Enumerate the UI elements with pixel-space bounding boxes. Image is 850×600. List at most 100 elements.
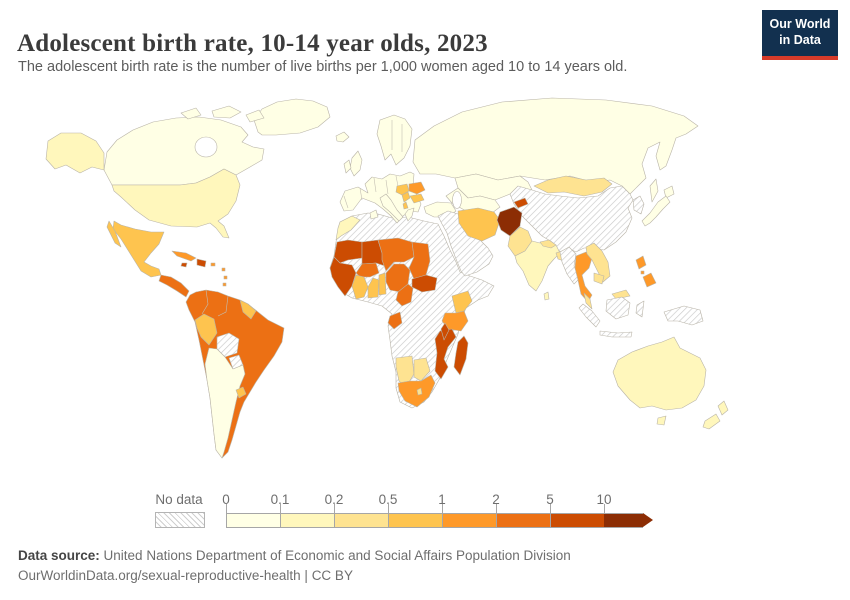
country-new-zealand-north[interactable] (717, 400, 729, 416)
country-romania[interactable] (408, 181, 426, 195)
country-canada-arctic-2[interactable] (245, 109, 265, 123)
country-malaysia[interactable] (583, 292, 593, 310)
legend-tick-mark (388, 504, 389, 513)
page-title: Adolescent birth rate, 10-14 year olds, … (17, 29, 488, 57)
country-indonesia-sulawesi[interactable] (635, 300, 645, 318)
country-australia-tasmania[interactable] (656, 415, 667, 426)
country-benin[interactable] (378, 272, 387, 296)
country-senegal[interactable] (329, 256, 357, 297)
country-philippines-mindanao[interactable] (642, 272, 657, 288)
legend-bin-7[interactable] (604, 513, 643, 528)
country-thailand[interactable] (574, 251, 593, 303)
country-kenya[interactable] (451, 290, 473, 314)
country-greenland[interactable] (253, 98, 331, 136)
country-canada-arctic-3[interactable] (180, 107, 202, 120)
legend-bin-6[interactable] (550, 513, 605, 528)
country-cuba[interactable] (171, 250, 197, 262)
country-niger[interactable] (377, 237, 415, 272)
legend-tick-label-0: 0 (222, 492, 230, 507)
owid-logo-line1: Our World (769, 17, 831, 31)
country-mongolia[interactable] (533, 175, 613, 197)
country-ireland[interactable] (343, 159, 352, 174)
country-indonesia-java[interactable] (599, 330, 633, 338)
attribution-separator: | (304, 568, 308, 583)
country-russia-sakhalin[interactable] (649, 178, 659, 203)
country-indonesia-sumatra[interactable] (578, 303, 601, 328)
country-philippines-visayas[interactable] (640, 270, 645, 275)
country-malaysia-borneo[interactable] (611, 289, 631, 300)
owid-logo-line2: in Data (779, 33, 821, 48)
country-greece[interactable] (404, 207, 415, 222)
country-jamaica[interactable] (180, 262, 188, 268)
data-source-line: Data source: United Nations Department o… (18, 548, 571, 563)
country-argentina[interactable] (204, 347, 246, 459)
legend-bin-4[interactable] (442, 513, 497, 528)
legend-bin-2[interactable] (334, 513, 389, 528)
internal-borders (201, 120, 403, 317)
legend-no-data-label: No data (155, 492, 203, 507)
country-mexico-baja[interactable] (106, 220, 122, 248)
legend-no-data-swatch[interactable] (155, 512, 205, 528)
country-norway[interactable] (376, 114, 413, 166)
legend-bin-1[interactable] (280, 513, 335, 528)
legend-color-bar (226, 513, 653, 528)
country-haiti[interactable] (196, 258, 207, 268)
country-tunisia[interactable] (369, 209, 379, 220)
country-united-states[interactable] (111, 168, 241, 239)
country-tajikistan[interactable] (513, 197, 529, 209)
country-madagascar[interactable] (453, 335, 469, 376)
country-canada-arctic-1[interactable] (211, 105, 242, 119)
owid-url-link[interactable]: OurWorldinData.org/sexual-reproductive-h… (18, 568, 301, 583)
country-lesser-antilles[interactable] (221, 267, 228, 287)
country-cameroon[interactable] (395, 283, 414, 307)
country-philippines-luzon[interactable] (635, 255, 647, 270)
country-gabon[interactable] (387, 311, 403, 330)
country-united-kingdom[interactable] (349, 150, 363, 177)
country-peru[interactable] (194, 313, 218, 346)
country-bulgaria[interactable] (409, 193, 425, 204)
country-alaska[interactable] (45, 132, 105, 174)
country-japan-hokkaido[interactable] (663, 185, 675, 199)
legend-tick-mark (496, 504, 497, 513)
data-source-label: Data source: (18, 548, 100, 563)
hudson-bay (194, 136, 218, 158)
legend-bin-0[interactable] (226, 513, 281, 528)
country-guyana[interactable] (239, 299, 257, 320)
legend-bin-5[interactable] (496, 513, 551, 528)
owid-logo[interactable]: Our World in Data (762, 10, 838, 60)
country-puerto-rico[interactable] (210, 262, 216, 267)
country-guatemala[interactable] (158, 274, 190, 298)
country-mozambique[interactable] (434, 328, 457, 380)
country-albania[interactable] (402, 201, 409, 210)
data-source-text: United Nations Department of Economic an… (103, 548, 571, 563)
country-iran[interactable] (457, 207, 501, 242)
country-ghana[interactable] (367, 277, 380, 299)
country-botswana[interactable] (413, 357, 431, 382)
country-cambodia[interactable] (593, 272, 605, 285)
country-new-zealand-south[interactable] (702, 413, 721, 430)
country-tanzania[interactable] (441, 310, 469, 332)
country-mexico[interactable] (112, 220, 165, 278)
country-morocco[interactable] (335, 215, 361, 241)
country-malawi[interactable] (440, 322, 450, 341)
country-indonesia-borneo[interactable] (605, 296, 631, 320)
country-lesotho[interactable] (416, 387, 423, 396)
country-south-africa[interactable] (397, 374, 436, 408)
country-vietnam[interactable] (585, 242, 611, 283)
country-australia[interactable] (612, 336, 707, 411)
country-italy[interactable] (379, 193, 404, 222)
country-uruguay[interactable] (235, 386, 247, 399)
country-papua-new-guinea[interactable] (663, 305, 704, 326)
country-afghanistan[interactable] (496, 206, 523, 237)
country-japan[interactable] (641, 195, 671, 227)
country-serbia[interactable] (401, 191, 411, 203)
caspian-sea (452, 191, 462, 209)
country-india[interactable] (514, 240, 561, 292)
country-sri-lanka[interactable] (543, 291, 550, 301)
country-north-korea[interactable] (632, 195, 645, 215)
country-canada[interactable] (103, 116, 265, 186)
country-nepal[interactable] (539, 239, 557, 249)
country-iceland[interactable] (335, 131, 350, 143)
country-china[interactable] (509, 185, 634, 253)
legend-bin-3[interactable] (388, 513, 443, 528)
